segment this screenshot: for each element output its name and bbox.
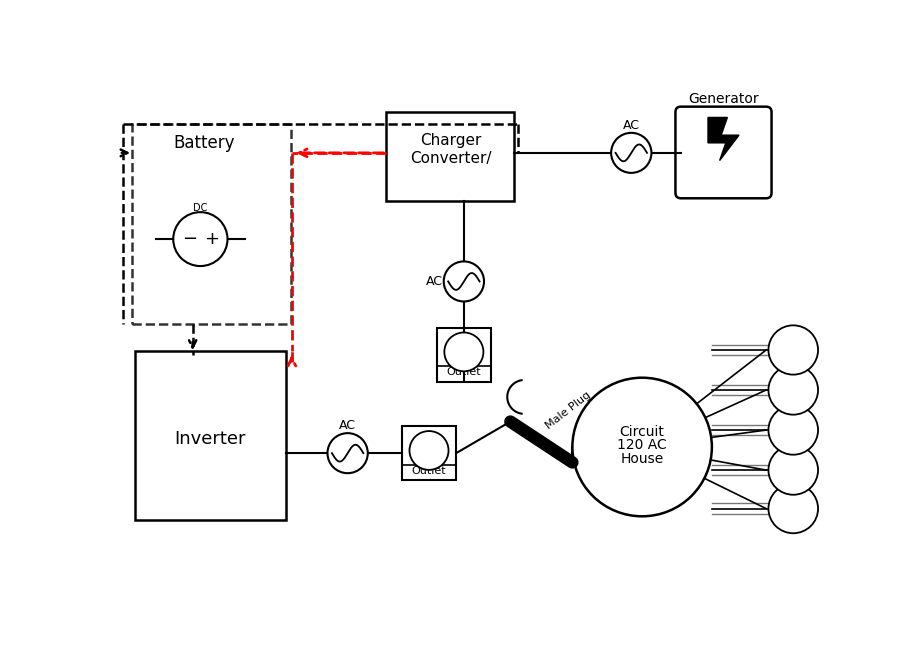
Circle shape bbox=[444, 333, 484, 372]
Text: Outlet: Outlet bbox=[447, 368, 481, 377]
Circle shape bbox=[768, 365, 818, 415]
Circle shape bbox=[410, 431, 449, 470]
Circle shape bbox=[572, 378, 712, 516]
Text: House: House bbox=[621, 451, 664, 466]
Text: Outlet: Outlet bbox=[775, 385, 810, 395]
Polygon shape bbox=[708, 117, 739, 161]
Circle shape bbox=[612, 133, 651, 173]
Text: Circuit: Circuit bbox=[620, 425, 665, 439]
Text: Generator: Generator bbox=[688, 92, 759, 106]
Circle shape bbox=[173, 212, 227, 266]
Text: −: − bbox=[182, 230, 197, 248]
Text: Outlet: Outlet bbox=[775, 425, 810, 435]
Circle shape bbox=[768, 484, 818, 533]
Text: Outlet: Outlet bbox=[775, 465, 810, 475]
Text: +: + bbox=[204, 230, 218, 248]
Text: DC: DC bbox=[193, 203, 207, 213]
Circle shape bbox=[768, 446, 818, 495]
Text: Converter/: Converter/ bbox=[410, 151, 492, 166]
Text: AC: AC bbox=[339, 419, 356, 432]
Text: Outlet: Outlet bbox=[775, 345, 810, 355]
Bar bbox=[387, 112, 514, 201]
Text: AC: AC bbox=[623, 119, 640, 132]
Bar bbox=[437, 328, 491, 382]
Text: Battery: Battery bbox=[173, 134, 235, 152]
Text: Charger: Charger bbox=[420, 133, 482, 148]
Bar bbox=[133, 124, 291, 324]
Text: Outlet: Outlet bbox=[412, 466, 447, 476]
Text: Male Plug: Male Plug bbox=[543, 390, 592, 431]
FancyBboxPatch shape bbox=[675, 106, 772, 198]
Text: AC: AC bbox=[426, 275, 443, 288]
Bar bbox=[402, 426, 456, 480]
Circle shape bbox=[328, 433, 367, 473]
Text: Outlet: Outlet bbox=[775, 504, 810, 513]
Circle shape bbox=[768, 325, 818, 375]
Text: 120 AC: 120 AC bbox=[617, 439, 667, 452]
Circle shape bbox=[444, 261, 484, 301]
Text: Inverter: Inverter bbox=[174, 430, 245, 448]
Circle shape bbox=[768, 406, 818, 455]
Bar bbox=[134, 351, 286, 520]
